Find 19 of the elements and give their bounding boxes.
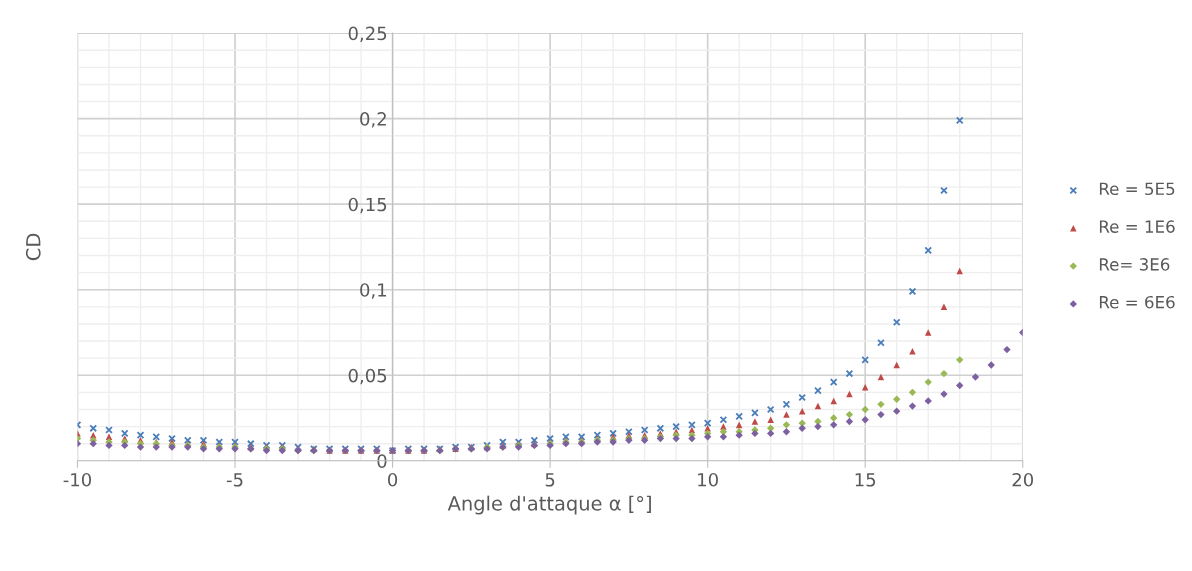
x-tick-label: -10 — [63, 472, 92, 487]
legend-label: Re = 6E6 — [1099, 295, 1175, 309]
y-axis-title: CD — [25, 233, 41, 261]
y-tick-label: 0,25 — [348, 26, 387, 43]
y-tick-label: 0,05 — [348, 368, 387, 385]
x-tick-label: 0 — [388, 472, 398, 487]
y-tick-label: 0,1 — [360, 283, 387, 299]
x-tick-label: 5 — [545, 473, 555, 487]
x-tick-label: 15 — [855, 473, 876, 487]
y-tick-label: 0,15 — [348, 197, 387, 214]
y-tick-label: 0 — [377, 454, 387, 468]
legend-label: Re = 1E6 — [1099, 220, 1175, 233]
x-tick-label: 20 — [1012, 472, 1034, 487]
x-tick-label: -5 — [226, 473, 243, 487]
x-tick-label: 10 — [698, 472, 718, 487]
legend-label: Re = 5E5 — [1099, 182, 1175, 196]
y-tick-label: 0,2 — [360, 112, 386, 128]
x-axis-title: Angle d'attaque α [°] — [447, 495, 651, 515]
legend-label: Re= 3E6 — [1099, 258, 1170, 271]
